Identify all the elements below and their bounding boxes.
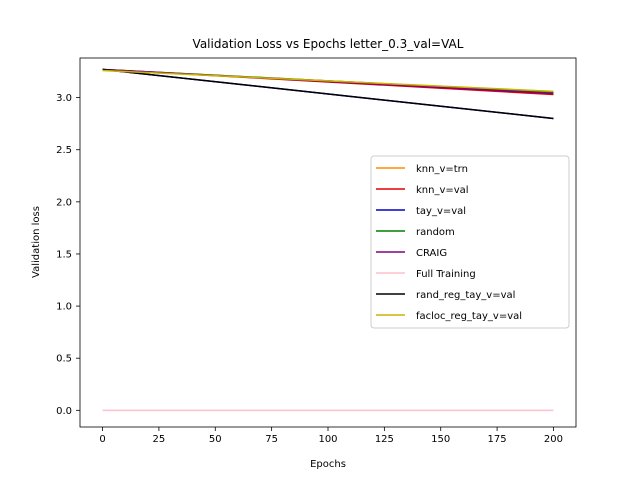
- legend-label: facloc_reg_tay_v=val: [416, 311, 522, 322]
- y-tick-label: 0.5: [56, 354, 72, 365]
- x-axis: 0 25 50 75 100 125 150 175 200: [99, 427, 563, 445]
- x-tick-label: 25: [153, 434, 166, 445]
- y-axis-label: Validation loss: [31, 206, 42, 278]
- series-line-7: [102, 69, 554, 93]
- x-tick-label: 175: [488, 434, 507, 445]
- y-tick-label: 3.0: [56, 93, 72, 104]
- legend-label: rand_reg_tay_v=val: [416, 290, 515, 301]
- y-tick-label: 2.0: [56, 197, 72, 208]
- x-tick-label: 100: [318, 434, 337, 445]
- legend-label: knn_v=trn: [416, 164, 468, 175]
- legend-box: [370, 155, 570, 329]
- y-tick-label: 1.0: [56, 302, 72, 313]
- series-line-6: [102, 68, 554, 120]
- legend-label: knn_v=val: [416, 185, 469, 196]
- legend-label: random: [416, 227, 455, 238]
- x-tick-label: 200: [544, 434, 563, 445]
- x-tick-label: 50: [209, 434, 222, 445]
- x-tick-label: 75: [265, 434, 278, 445]
- plot-lines: [102, 68, 554, 412]
- x-axis-label: Epochs: [310, 459, 346, 470]
- chart-title: Validation Loss vs Epochs letter_0.3_val…: [193, 37, 464, 51]
- x-tick-label: 125: [375, 434, 394, 445]
- legend-label: CRAIG: [416, 248, 447, 259]
- x-tick-label: 150: [431, 434, 450, 445]
- y-tick-label: 2.5: [56, 145, 72, 156]
- y-tick-label: 1.5: [56, 249, 72, 260]
- legend-label: Full Training: [416, 269, 476, 280]
- legend-label: tay_v=val: [416, 206, 466, 217]
- y-tick-label: 0.0: [56, 406, 72, 417]
- y-axis: 0.0 0.5 1.0 1.5 2.0 2.5 3.0: [56, 93, 80, 417]
- x-tick-label: 0: [99, 434, 105, 445]
